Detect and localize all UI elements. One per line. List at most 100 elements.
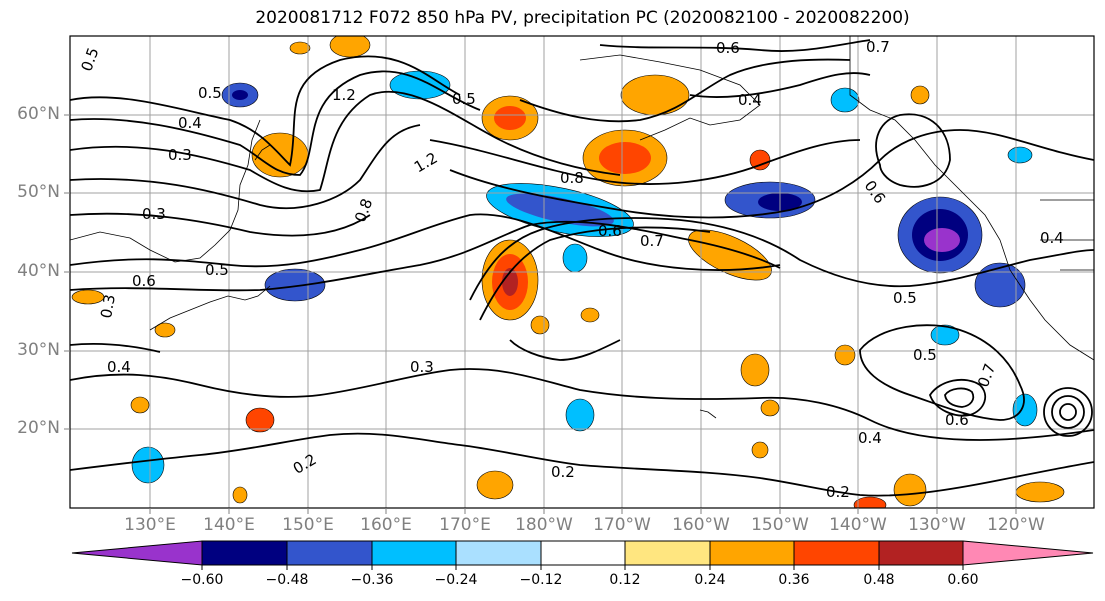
lon-label: 150°W [751,515,809,535]
lon-label: 130°W [908,515,966,535]
colorbar-segment [878,540,964,566]
precip-patch-pos [130,396,150,414]
precip-patch-neg [830,87,860,113]
colorbar-tick-label: 0.48 [863,572,895,588]
contour-label: 0.6 [716,39,740,57]
colorbar-tick-label: −0.48 [265,572,309,588]
contour-label: 0.3 [142,205,166,223]
lat-label: 60°N [17,104,60,124]
contour-label: 0.4 [858,429,882,447]
contour-label: 0.5 [913,346,937,364]
colorbar-tick-label: −0.36 [350,572,394,588]
precip-patch-pos [620,74,690,116]
precip-patch-neg [562,243,588,273]
colorbar-segment [371,540,457,566]
colorbar-segment [71,540,203,566]
lon-label: 170°E [439,515,491,535]
precip-patch-pos [910,85,930,105]
colorbar-tick-label: 0.36 [778,572,810,588]
contour-label: 0.5 [205,261,229,279]
precip-patch-pos [749,149,771,171]
coastlines [70,36,1094,419]
colorbar [71,540,1094,570]
contour-label: 0.2 [826,483,850,501]
axis-ticks [64,114,1017,514]
precip-patch-pos [834,344,856,366]
colorbar-tick-label: 0.60 [947,572,979,588]
precip-patch-pos [1015,481,1065,503]
contour-label: 0.7 [640,232,664,250]
colorbar-segment [201,540,288,566]
precip-patch-pos [740,353,770,387]
precip-patch-pos [245,407,275,433]
precip-anomaly-patches [71,36,1065,508]
precip-patch-neg [1012,393,1038,427]
contour-label: 0.4 [107,358,131,376]
precip-patch-pos [289,41,311,55]
precip-patch-neg [974,262,1026,308]
colorbar-segment [793,540,880,566]
precip-patch-neg [131,446,165,484]
lon-label: 140°E [203,515,255,535]
colorbar-segment [709,540,795,566]
precip-patch-neg [1007,146,1033,164]
contour-label: 1.2 [332,86,356,104]
lon-label: 120°W [987,515,1045,535]
colorbar-tick-label: 0.24 [694,572,726,588]
lat-label: 50°N [17,182,60,202]
precip-patch-neg [930,324,960,346]
gridlines [70,36,1094,508]
precip-patch-pos [232,486,248,504]
contour-label: 0.5 [452,90,476,108]
precip-patch-neg [565,398,595,432]
contour-label: 0.3 [97,293,119,320]
precip-patch-pos [760,399,780,417]
lon-label: 160°E [360,515,412,535]
colorbar-segment [286,540,373,566]
precip-patch-pos [71,289,105,305]
precip-patch-pos [580,307,600,323]
precip-patch-pos [154,322,176,338]
lon-label: 160°W [672,515,730,535]
precip-patch-pos [688,229,772,281]
precip-patch-pos [853,496,887,508]
precip-patch-pos [476,470,514,500]
precip-patch-pos [329,36,371,58]
lon-label: 180°W [515,515,573,535]
colorbar-tick-label: −0.60 [180,572,224,588]
contour-label: 0.3 [168,146,192,164]
colorbar-segment [455,540,542,566]
precip-patch-neg [264,268,326,302]
contour-label: 0.5 [893,289,917,307]
colorbar-tick-label: −0.12 [519,572,563,588]
precip-patch-pos [530,315,550,335]
contour-label: 0.4 [738,91,762,109]
contour-label: 0.4 [1040,229,1064,247]
contour-labels: 0.5 0.5 1.2 0.5 0.6 0.7 0.4 0.4 0.3 1.2 … [77,38,1063,501]
precip-patch-neg [389,70,451,100]
contour-label: 0.3 [410,358,434,376]
chart-title: 2020081712 F072 850 hPa PV, precipitatio… [255,8,910,28]
contour-label: 0.4 [178,114,202,132]
contour-label: 0.5 [198,84,222,102]
contour-label: 0.8 [560,169,584,187]
lon-label: 150°E [282,515,334,535]
lon-label: 140°W [829,515,887,535]
colorbar-segment [962,540,1094,566]
precip-patch-pos [751,441,769,459]
pv-contours [70,39,1094,497]
colorbar-segment [624,540,711,566]
lat-label: 40°N [17,261,60,281]
contour-label: 0.6 [945,411,969,429]
contour-label: 0.2 [551,463,575,481]
contour-label: 0.6 [132,272,156,290]
contour-label: 0.6 [598,222,622,240]
lon-label: 170°W [593,515,651,535]
lon-label: 130°E [124,515,176,535]
colorbar-segment [540,540,626,566]
lat-label: 20°N [17,418,60,438]
colorbar-tick-label: 0.12 [609,572,641,588]
lat-label: 30°N [17,340,60,360]
contour-label: 0.7 [866,38,890,56]
